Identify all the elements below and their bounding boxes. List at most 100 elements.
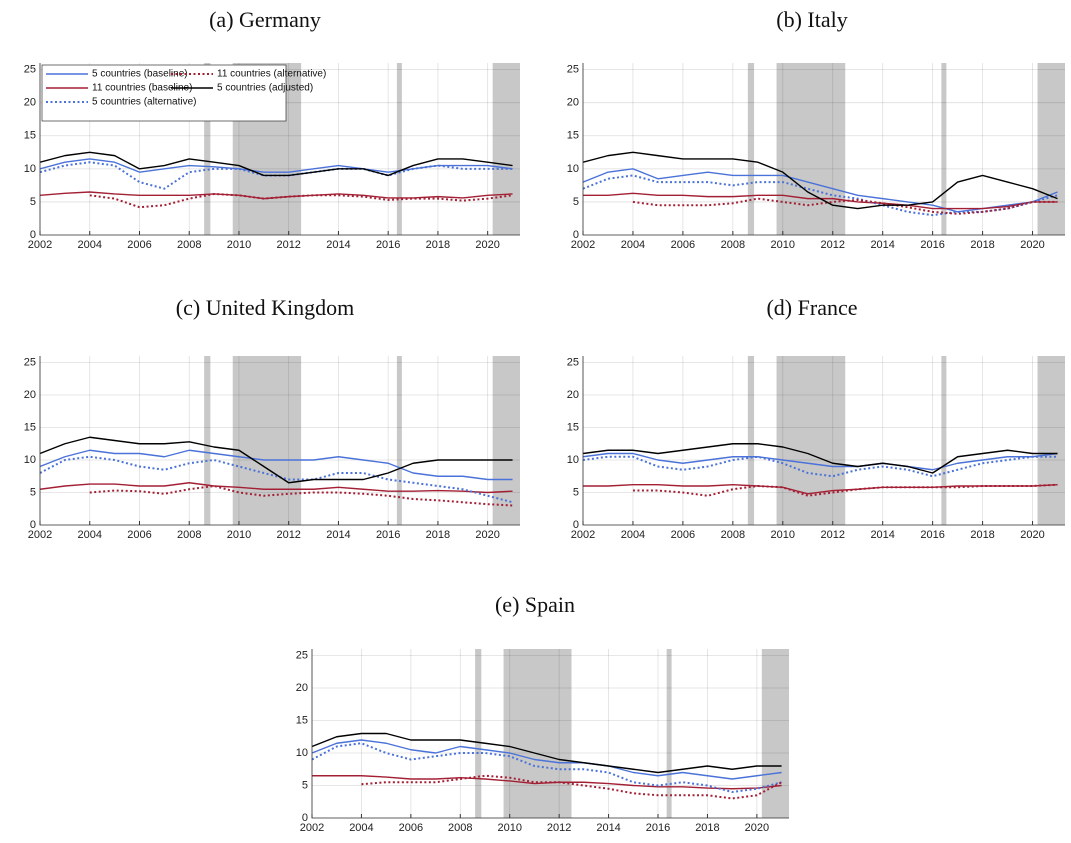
shaded-period [761,649,789,818]
axis-frame [582,63,1065,236]
y-tick-label: 15 [567,421,579,433]
y-tick-label: 25 [24,64,36,76]
series-line [40,455,513,504]
y-tick-label: 25 [296,649,308,661]
x-tick-label: 2004 [349,822,373,834]
x-tick-label: 2010 [771,529,795,541]
x-tick-label: 2002 [571,529,595,541]
x-tick-label: 2010 [227,239,251,251]
shaded-period [1037,356,1065,525]
legend-label: 5 countries (alternative) [92,97,197,108]
y-tick-label: 10 [24,163,36,175]
y-tick-label: 20 [24,97,36,109]
panel: (c) United Kingdom 0 5 10 15 20 25 2002 2004 2006… [24,295,520,541]
y-tick-label: 15 [24,130,36,142]
x-tick-label: 2004 [77,529,101,541]
y-tick-label: 25 [567,64,579,76]
x-tick-label: 2016 [376,529,400,541]
x-tick-label: 2018 [695,822,719,834]
shaded-period [776,356,846,525]
panel: (a) Germany 0 5 10 15 20 25 2002 2004 2006 2008 201… [24,7,520,251]
series-lines [40,436,513,507]
x-tick-label: 2014 [326,239,350,251]
panel: (e) Spain 0 5 10 15 20 25 2002 2004 2006 2008 2010 2… [296,592,789,834]
y-tick-label: 15 [24,421,36,433]
series-line [632,197,1058,215]
x-tick-label: 2012 [276,529,300,541]
shaded-period [396,356,402,525]
x-tick-label: 2014 [596,822,620,834]
legend-label: 5 countries (baseline) [92,69,188,80]
shaded-period [1037,63,1065,235]
shaded-period [747,63,755,235]
y-tick-label: 20 [24,389,36,401]
shaded-period [204,63,211,235]
series-line [40,482,513,494]
shaded-period [492,356,520,525]
x-tick-label: 2020 [745,822,769,834]
y-tick-label: 5 [573,196,579,208]
panel-title: (e) Spain [495,592,575,617]
x-tick-label: 2002 [300,822,324,834]
y-tick-label: 10 [567,163,579,175]
shaded-period [776,63,846,235]
series-line [40,158,513,173]
y-tick-label: 20 [567,389,579,401]
y-tick-label: 10 [296,747,308,759]
x-tick-label: 2006 [127,239,151,251]
x-tick-label: 2014 [326,529,350,541]
x-tick-label: 2018 [426,239,450,251]
axis-frame [311,649,789,819]
x-tick-label: 2010 [771,239,795,251]
y-tick-label: 25 [24,356,36,368]
series-line [40,151,513,177]
x-tick-label: 2012 [820,239,844,251]
y-tick-label: 5 [30,196,36,208]
y-tick-label: 15 [296,714,308,726]
legend-label: 11 countries (alternative) [217,69,326,80]
x-tick-label: 2004 [621,239,645,251]
y-tick-label: 5 [302,779,308,791]
series-line [40,436,513,484]
series-line [583,452,1058,471]
x-tick-label: 2016 [376,239,400,251]
x-tick-label: 2002 [28,239,52,251]
y-tick-label: 10 [567,454,579,466]
x-tick-label: 2012 [547,822,571,834]
series-line [583,484,1058,495]
x-tick-label: 2014 [870,529,894,541]
x-tick-label: 2002 [571,239,595,251]
x-tick-label: 2020 [475,239,499,251]
x-tick-label: 2006 [671,529,695,541]
x-tick-label: 2006 [127,529,151,541]
panel-title: (c) United Kingdom [176,295,354,320]
series-line [312,739,782,780]
shaded-period [503,649,572,818]
y-tick-label: 0 [30,229,36,241]
shaded-period [475,649,482,818]
x-tick-label: 2020 [1020,529,1044,541]
y-tick-label: 15 [567,130,579,142]
series-line [583,174,1058,217]
series-line [583,151,1058,210]
panel: (d) France 0 5 10 15 20 25 2002 2004 2006 2008 2010… [567,295,1065,541]
shaded-period [747,356,755,525]
series-line [583,455,1058,478]
y-tick-label: 0 [573,519,579,531]
shaded-period [941,63,947,235]
axis-frame [582,356,1065,526]
x-tick-label: 2010 [227,529,251,541]
series-line [40,449,513,481]
series-lines [40,151,513,209]
x-tick-label: 2018 [426,529,450,541]
y-tick-label: 0 [30,519,36,531]
x-tick-label: 2004 [77,239,101,251]
series-line [312,732,782,774]
legend-label: 5 countries (adjusted) [217,83,313,94]
panel-title: (b) Italy [776,7,847,32]
y-tick-label: 20 [567,97,579,109]
series-line [312,742,782,793]
series-line [361,774,783,800]
series-line [89,192,513,209]
